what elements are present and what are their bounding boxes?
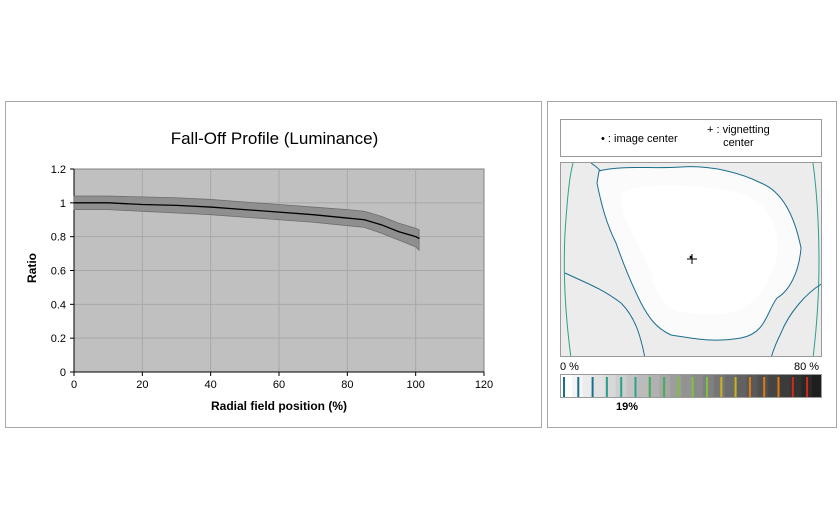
y-tick-label: 0	[60, 367, 66, 379]
confidence-band	[73, 195, 420, 252]
series-point	[141, 203, 143, 206]
scale-min-label: 0 %	[560, 361, 579, 373]
vignetting-center-legend: + : vignetting center	[707, 124, 770, 150]
x-axis-label: Radial field position (%)	[210, 399, 347, 413]
y-tick-label: 0.6	[51, 266, 66, 278]
vignetting-contour-image	[560, 162, 822, 357]
falloff-chart-panel: Fall-Off Profile (Luminance) 0 20 40 60 80 10…	[5, 101, 542, 428]
vignetting-center-label-line1: : vignetting	[716, 124, 770, 136]
scale-swatch	[561, 375, 573, 397]
scale-swatch	[746, 375, 758, 397]
vignetting-map-panel: • : image center + : vignetting center 0…	[547, 101, 837, 428]
series-point	[397, 230, 400, 233]
scale-swatch	[702, 375, 715, 397]
y-tick-label: 0.8	[51, 232, 66, 244]
falloff-chart: 0 20 40 60 80 100 120 0 0.2 0.4 0.6 0.8 1 1.2	[51, 164, 493, 391]
scale-strip	[561, 375, 821, 397]
series-point	[312, 214, 314, 216]
series-point	[175, 204, 178, 206]
scale-swatch	[724, 375, 737, 397]
y-tick-label: 0.2	[51, 333, 66, 345]
scale-swatch	[593, 375, 606, 397]
x-tick-label: 80	[341, 379, 353, 391]
gray-scale-bar	[560, 374, 822, 398]
x-tick-label: 0	[71, 379, 77, 391]
series-line	[74, 202, 420, 239]
series-point	[73, 202, 75, 204]
scale-swatch	[582, 375, 595, 397]
series-point	[418, 237, 420, 239]
scale-max-label: 80 %	[794, 361, 820, 373]
contour-map	[561, 163, 821, 356]
series-point	[210, 206, 212, 208]
x-tick-label: 20	[136, 379, 148, 391]
series-point	[244, 209, 246, 211]
x-tick-label: 40	[205, 379, 217, 391]
y-tick-label: 1	[60, 198, 66, 210]
scale-swatch	[812, 375, 821, 397]
contour-line-outer	[563, 163, 820, 356]
scale-swatch	[648, 375, 660, 397]
map-legend: • : image center + : vignetting center	[560, 119, 822, 157]
image-center-legend: • : image center	[601, 133, 678, 145]
series-point	[107, 202, 109, 204]
image-center-label: : image center	[607, 133, 678, 145]
y-axis-label: Ratio	[25, 253, 39, 283]
x-tick-label: 120	[475, 379, 493, 391]
crosshair-icon: +	[707, 124, 714, 136]
vignetting-center-label-line2: center	[723, 137, 754, 149]
chart-title: Fall-Off Profile (Luminance)	[170, 129, 379, 148]
vignetting-center-marker	[687, 254, 697, 264]
series-point	[380, 224, 383, 226]
scale-swatch	[626, 375, 638, 397]
y-tick-label: 1.2	[51, 164, 66, 176]
series-point	[415, 236, 417, 238]
dot-icon: •	[601, 133, 605, 145]
x-tick-label: 100	[406, 379, 424, 391]
y-tick-label: 0.4	[51, 299, 66, 311]
series-point	[363, 219, 366, 221]
scale-swatch	[692, 375, 704, 397]
series-point	[346, 217, 348, 219]
scale-swatch	[670, 375, 682, 397]
image-center-marker	[689, 255, 693, 259]
scale-swatch	[790, 375, 802, 397]
scale-swatch	[604, 375, 617, 397]
scale-swatch	[637, 375, 649, 397]
x-tick-label: 60	[273, 379, 285, 391]
scale-swatch	[735, 375, 748, 397]
current-level-label: 19%	[616, 401, 639, 413]
scale-swatch	[768, 375, 780, 397]
scale-swatch	[681, 375, 693, 397]
contour-line-core	[621, 185, 778, 315]
scale-swatch	[713, 375, 726, 397]
series-point	[278, 211, 280, 213]
scale-swatch	[779, 375, 791, 397]
